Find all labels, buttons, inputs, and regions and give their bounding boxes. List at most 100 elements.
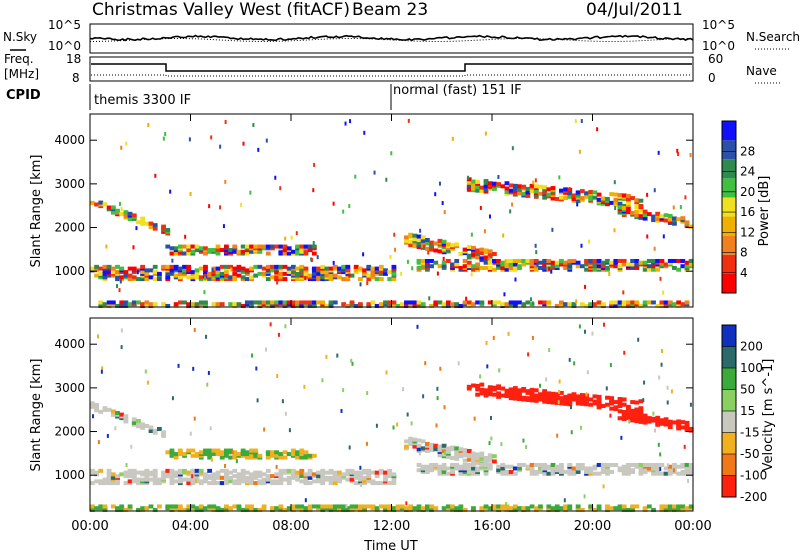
echo-cell <box>253 273 259 278</box>
echo-cell <box>408 300 414 305</box>
echo-cell <box>525 186 531 191</box>
echo-cell <box>653 428 656 433</box>
echo-cell <box>412 303 418 308</box>
echo-cell <box>211 270 217 275</box>
echo-cell <box>349 273 355 278</box>
echo-cell <box>215 506 221 511</box>
echo-cell <box>466 448 472 453</box>
echo-cell <box>97 440 100 445</box>
echo-cell <box>110 472 116 477</box>
echo-cell <box>110 409 116 414</box>
echo-cell <box>617 466 623 471</box>
echo-cell <box>659 214 665 219</box>
echo-cell <box>662 290 665 295</box>
echo-cell <box>584 400 589 405</box>
echo-cell <box>580 243 583 248</box>
echo-cell <box>332 201 335 206</box>
echo-cell <box>404 238 409 243</box>
echo-cell <box>253 244 259 249</box>
echo-cell <box>348 445 351 450</box>
echo-cell <box>228 475 233 480</box>
echo-cell <box>563 260 568 265</box>
echo-cell <box>316 255 319 260</box>
echo-cell <box>244 300 250 305</box>
echo-cell <box>110 210 116 215</box>
beam-label: Beam 23 <box>352 0 428 20</box>
echo-cell <box>328 475 334 480</box>
echo-cell <box>479 189 485 194</box>
echo-cell <box>171 258 174 263</box>
echo-cell <box>232 474 238 479</box>
echo-cell <box>194 475 200 480</box>
echo-cell <box>609 506 615 511</box>
echo-cell <box>450 504 455 509</box>
echo-cell <box>483 248 489 253</box>
echo-cell <box>186 248 192 253</box>
echo-cell <box>299 248 305 253</box>
echo-cell <box>688 466 694 471</box>
echo-cell <box>257 147 260 152</box>
echo-cell <box>366 273 372 278</box>
echo-cell <box>358 504 363 509</box>
echo-cell <box>191 474 194 479</box>
echo-cell <box>313 162 316 167</box>
echo-cell <box>249 300 254 305</box>
echo-cell <box>667 424 673 429</box>
echo-cell <box>579 302 585 307</box>
echo-cell <box>655 471 661 476</box>
echo-cell <box>228 264 233 269</box>
echo-cell <box>270 506 275 511</box>
echo-cell <box>490 436 493 441</box>
echo-cell <box>311 271 317 276</box>
echo-cell <box>244 251 250 256</box>
echo-cell <box>360 482 363 487</box>
echo-cell <box>328 300 334 305</box>
echo-cell <box>94 479 99 484</box>
echo-cell <box>106 264 112 269</box>
echo-cell <box>596 264 602 269</box>
echo-cell <box>307 244 313 249</box>
echo-cell <box>492 385 497 390</box>
echo-cell <box>672 221 677 226</box>
echo-cell <box>362 268 367 273</box>
echo-cell <box>425 246 430 251</box>
echo-cell <box>387 481 393 486</box>
echo-cell <box>249 266 254 271</box>
echo-cell <box>441 239 447 244</box>
echo-cell <box>291 472 296 477</box>
echo-cell <box>492 251 497 256</box>
echo-cell <box>548 348 551 353</box>
x-tick-label: 16:00 <box>473 519 510 534</box>
echo-cell <box>667 468 673 473</box>
echo-cell <box>136 470 141 475</box>
echo-cell <box>596 504 602 509</box>
echo-cell <box>354 174 357 179</box>
echo-cell <box>366 264 372 269</box>
echo-cell <box>353 481 359 486</box>
echo-cell <box>115 270 120 275</box>
echo-cell <box>626 193 631 198</box>
echo-cell <box>136 419 141 424</box>
echo-cell <box>420 446 426 451</box>
echo-cell <box>186 251 192 256</box>
echo-cell <box>487 265 493 270</box>
echo-cell <box>591 331 594 336</box>
echo-cell <box>512 262 518 267</box>
echo-cell <box>123 507 129 512</box>
y-tick-label: 1000 <box>54 468 85 482</box>
echo-cell <box>517 397 522 402</box>
echo-cell <box>102 202 108 207</box>
echo-cell <box>190 448 196 453</box>
velocity-colorbar-label: Velocity [m s^-1] <box>761 359 776 472</box>
freq-panel: Freq. [MHz] 18 8 60 0 Nave <box>4 52 780 85</box>
echo-cell <box>182 507 187 512</box>
echo-cell <box>563 265 568 270</box>
echo-cell <box>527 352 530 357</box>
echo-cell <box>571 258 577 263</box>
echo-cell <box>203 475 208 480</box>
echo-cell <box>336 353 339 358</box>
echo-cell <box>370 300 376 305</box>
echo-cell <box>579 196 585 201</box>
echo-cell <box>324 270 330 275</box>
echo-cell <box>512 258 518 263</box>
